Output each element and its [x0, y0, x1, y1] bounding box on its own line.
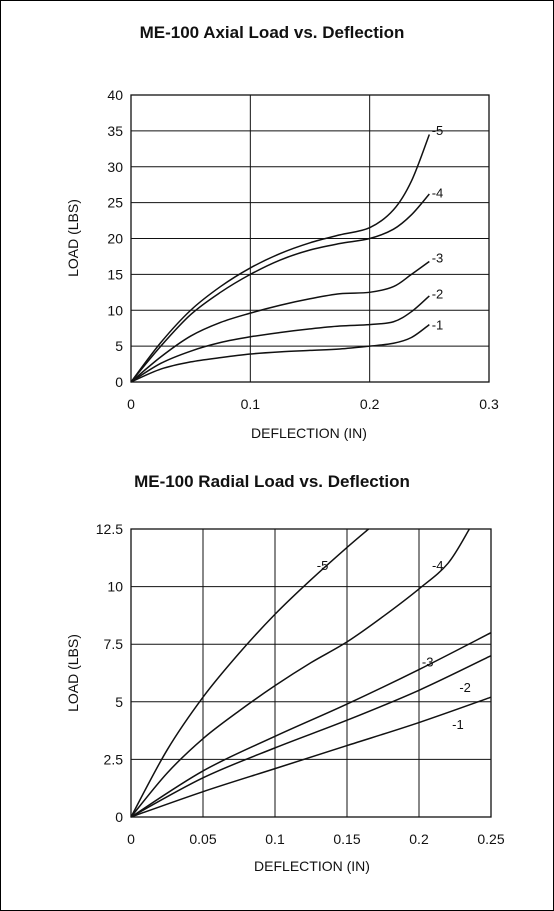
radial-series-line-2	[130, 655, 492, 818]
axial-chart: ME-100 Axial Load vs. Deflection DEFLECT…	[65, 23, 499, 441]
axial-y-tick-label: 35	[107, 123, 123, 139]
radial-x-tick-label: 0	[127, 831, 135, 847]
radial-curve-label: -2	[459, 680, 471, 695]
radial-curve-label: -4	[432, 558, 444, 573]
radial-plot-area	[130, 528, 492, 818]
axial-x-axis-label: DEFLECTION (IN)	[251, 425, 367, 441]
radial-x-tick-label: 0.2	[409, 831, 429, 847]
radial-y-tick-label: 2.5	[104, 751, 124, 767]
radial-curve-label: -5	[317, 558, 329, 573]
radial-chart-title: ME-100 Radial Load vs. Deflection	[134, 472, 410, 491]
axial-curve-label: -3	[432, 251, 444, 266]
axial-x-tick-label: 0.2	[360, 396, 380, 412]
axial-curve-label: -1	[432, 317, 444, 332]
radial-x-tick-label: 0.25	[477, 831, 504, 847]
radial-series-line-1	[130, 696, 492, 818]
axial-series-line-1	[130, 323, 430, 383]
axial-series-line-3	[130, 260, 430, 383]
axial-y-tick-label: 30	[107, 159, 123, 175]
axial-x-tick-label: 0.3	[479, 396, 499, 412]
axial-series-line-4	[130, 193, 430, 383]
radial-y-tick-label: 0	[115, 809, 123, 825]
axial-curve-label: -2	[432, 286, 444, 301]
radial-x-axis-label: DEFLECTION (IN)	[254, 858, 370, 874]
radial-series-line-5	[130, 528, 370, 818]
radial-y-tick-label: 7.5	[104, 636, 124, 652]
axial-y-tick-label: 40	[107, 87, 123, 103]
radial-y-axis-label: LOAD (LBS)	[65, 634, 81, 712]
radial-chart: ME-100 Radial Load vs. Deflection DEFLEC…	[65, 472, 505, 874]
radial-series-line-3	[130, 632, 492, 818]
axial-x-tick-label: 0.1	[241, 396, 261, 412]
radial-series-line-4	[130, 528, 471, 818]
radial-curve-label: -3	[422, 655, 434, 670]
radial-x-tick-label: 0.05	[189, 831, 216, 847]
axial-y-tick-label: 20	[107, 231, 123, 247]
axial-y-tick-label: 10	[107, 302, 123, 318]
axial-y-tick-label: 25	[107, 195, 123, 211]
radial-y-tick-label: 5	[115, 694, 123, 710]
radial-y-tick-label: 12.5	[96, 521, 123, 537]
radial-curve-label: -1	[452, 717, 464, 732]
axial-x-tick-label: 0	[127, 396, 135, 412]
axial-series-line-5	[130, 134, 431, 383]
axial-y-tick-label: 0	[115, 374, 123, 390]
axial-y-tick-label: 5	[115, 338, 123, 354]
axial-series-line-2	[130, 295, 430, 383]
axial-chart-title: ME-100 Axial Load vs. Deflection	[140, 23, 405, 42]
radial-x-tick-label: 0.1	[265, 831, 285, 847]
radial-x-tick-label: 0.15	[333, 831, 360, 847]
axial-y-tick-label: 15	[107, 266, 123, 282]
radial-y-tick-label: 10	[107, 579, 123, 595]
axial-curve-label: -5	[432, 123, 444, 138]
axial-y-axis-label: LOAD (LBS)	[65, 199, 81, 277]
axial-curve-label: -4	[432, 185, 444, 200]
